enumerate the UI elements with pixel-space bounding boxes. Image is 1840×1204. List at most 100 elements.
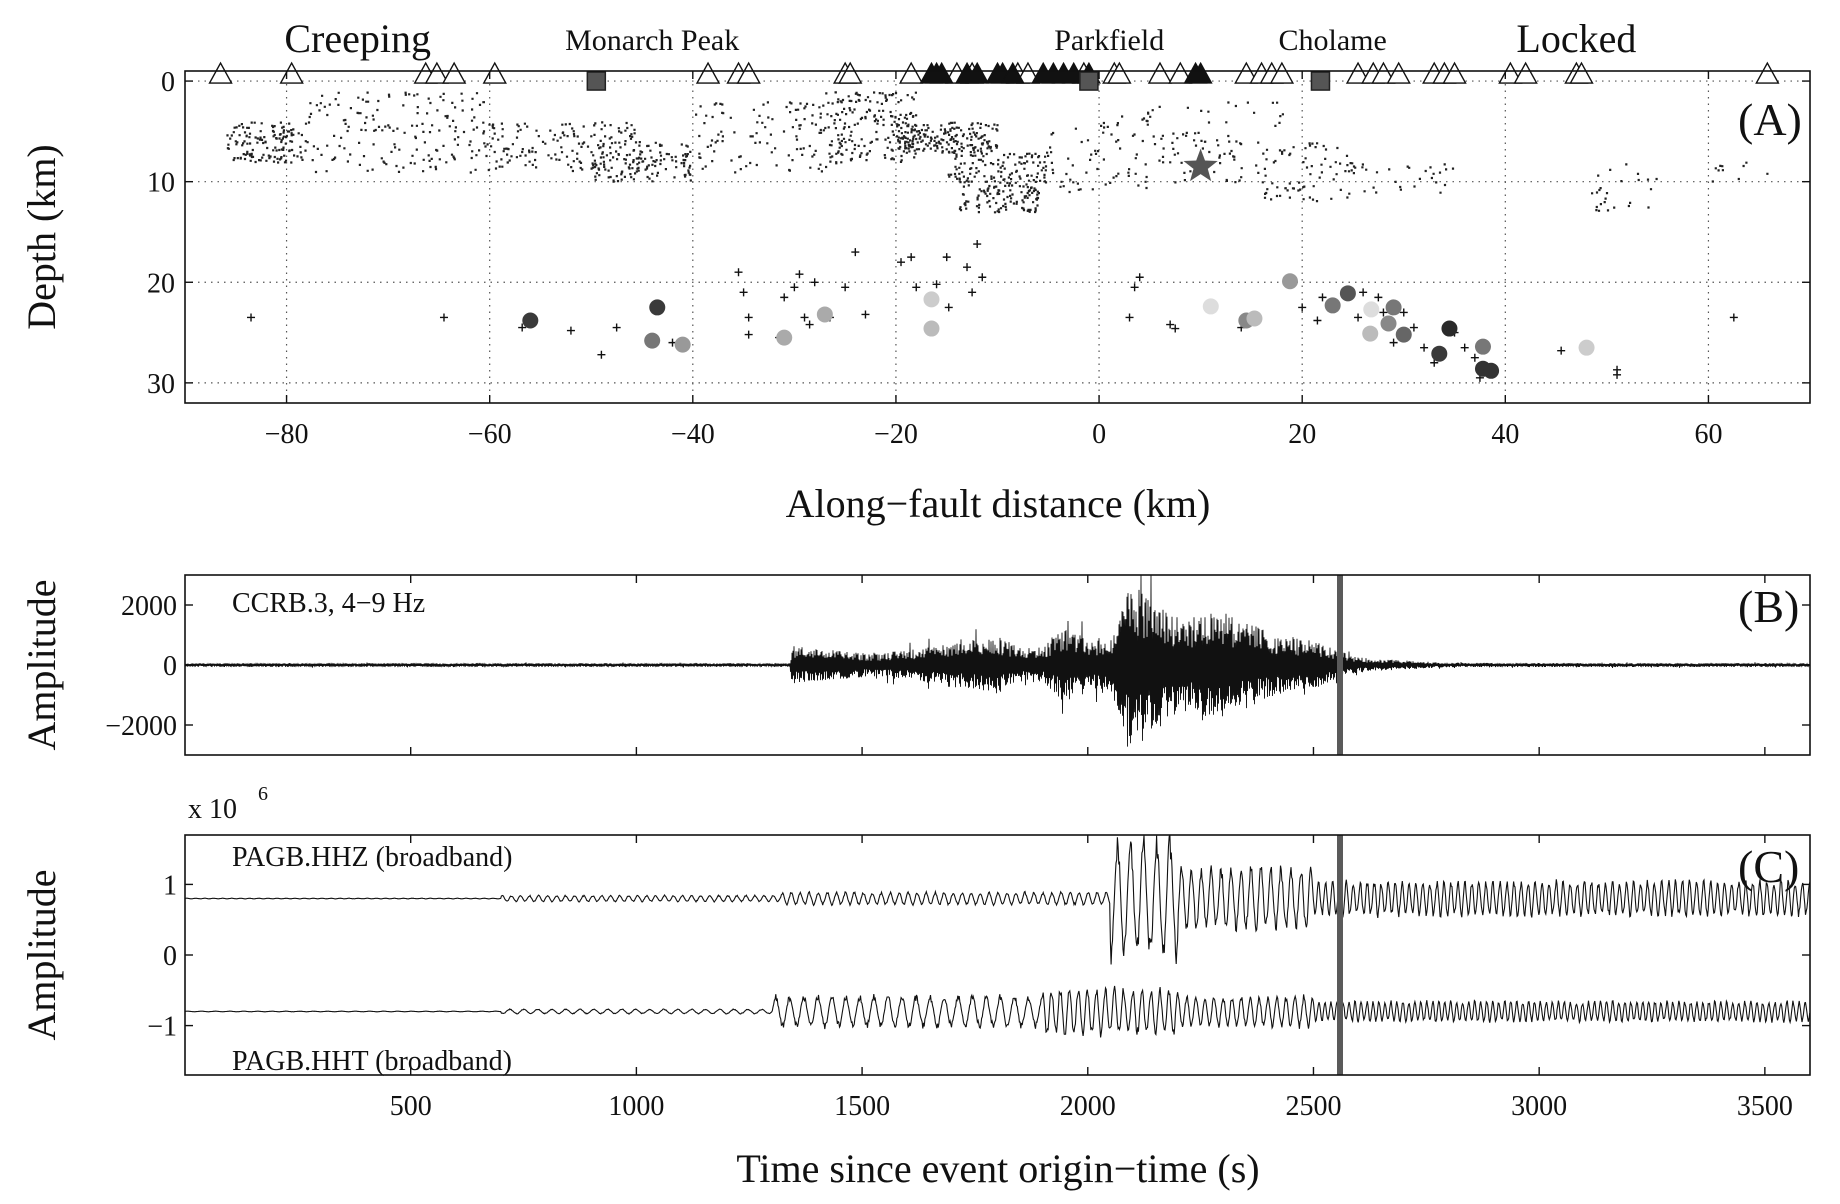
station-open-triangle — [1569, 61, 1594, 84]
station-filled-triangle — [1188, 61, 1213, 84]
tremor-circle — [1324, 297, 1341, 314]
tremor-cross — [1374, 293, 1383, 302]
tremor-cross — [734, 268, 743, 277]
station-open-triangle — [1015, 61, 1041, 84]
station-open-triangle — [1755, 61, 1780, 84]
region-label-locked: Locked — [1516, 16, 1636, 61]
panel-c-x-tick-label: 1000 — [608, 1091, 664, 1122]
panel-a-x-tick-label: −80 — [265, 419, 309, 450]
panel-c-y-axis-label: Amplitude — [19, 869, 64, 1040]
panel-b: −2000 0 2000 CCRB.3, 4−9 Hz (B) Amplitude — [19, 574, 1811, 756]
region-label-cholame: Cholame — [1279, 24, 1387, 57]
station-open-triangle — [1345, 61, 1371, 84]
station-open-triangle — [1234, 61, 1259, 84]
tremor-cross — [851, 248, 860, 257]
panel-b-y-tick-label: 2000 — [121, 591, 177, 622]
station-filled-triangle — [965, 61, 990, 84]
tremor-cross — [1409, 323, 1418, 332]
tremor-cross — [1135, 273, 1144, 282]
tremor-cross — [942, 253, 951, 262]
panel-c-x-tick-label: 3000 — [1511, 1091, 1567, 1122]
region-label-parkfield: Parkfield — [1054, 24, 1164, 57]
panel-a-frame — [184, 70, 1811, 404]
tremor-cross — [439, 313, 448, 322]
tremor-cross — [1359, 288, 1368, 297]
panel-a-y-tick-label: 0 — [161, 67, 175, 98]
station-open-triangle — [695, 61, 721, 84]
tremor-cross — [973, 240, 982, 249]
tremor-cross — [1379, 308, 1388, 317]
tremor-cross — [744, 313, 753, 322]
tremor-cross — [944, 303, 953, 312]
panel-a-y-tick-label: 20 — [147, 268, 175, 299]
tremor-cross — [739, 288, 748, 297]
tremor-cross — [1171, 324, 1180, 333]
tremor-cross — [912, 283, 921, 292]
region-label-creeping: Creeping — [284, 16, 431, 61]
tremor-cross — [780, 293, 789, 302]
panel-c-x-tick-label: 2000 — [1060, 1091, 1116, 1122]
station-open-triangle — [1168, 61, 1193, 84]
station-open-triangle — [441, 61, 467, 84]
tremor-cross — [810, 278, 819, 287]
station-open-triangle — [1147, 61, 1173, 84]
tremor-cross — [1130, 283, 1139, 292]
station-open-triangle — [1371, 61, 1396, 84]
station-open-triangle — [1107, 61, 1132, 84]
tremor-cross — [1389, 338, 1398, 347]
panel-c-y-tick-label: 0 — [163, 941, 177, 972]
panel-c-time-marker — [1337, 835, 1343, 1075]
station-filled-triangle — [1000, 61, 1025, 84]
tremor-cross — [247, 313, 256, 322]
tremor-circle — [649, 299, 666, 316]
seismicity-dot-set — [226, 91, 1769, 214]
tremor-cross — [795, 270, 804, 279]
tremor-circle — [923, 320, 940, 337]
tremor-cross — [1298, 303, 1307, 312]
tremor-circle — [1395, 326, 1412, 343]
panel-c-x-tick-label: 3500 — [1737, 1091, 1793, 1122]
panel-a-x-tick-label: −20 — [874, 419, 918, 450]
panel-c-scale-label: x 10 — [188, 794, 237, 825]
station-open-triangle — [898, 61, 924, 84]
panel-c-scale-exponent: 6 — [258, 783, 268, 805]
panel-a-x-tick-label: 20 — [1288, 419, 1316, 450]
tremor-circle — [1363, 301, 1380, 318]
tremor-circle — [816, 306, 833, 323]
tremor-cross — [978, 273, 987, 282]
tremor-circle — [923, 291, 940, 308]
tremor-cross — [1460, 343, 1469, 352]
tremor-circle — [1474, 338, 1491, 355]
panel-b-y-tick-label: −2000 — [105, 711, 177, 742]
tremor-cross — [1729, 313, 1738, 322]
pagb-hhz-trace — [184, 834, 1811, 965]
ccrb-waveform — [184, 574, 1810, 747]
tremor-cross — [1318, 293, 1327, 302]
tremor-cross — [841, 283, 850, 292]
tremor-circle — [1385, 299, 1402, 316]
station-square — [1079, 71, 1099, 91]
station-open-triangle — [736, 61, 761, 84]
station-filled-triangle — [929, 61, 954, 84]
tremor-circle — [1339, 285, 1356, 302]
tremor-cross — [800, 313, 809, 322]
region-label-monarch-peak: Monarch Peak — [565, 24, 739, 57]
station-open-triangle — [424, 61, 450, 84]
panel-a: −80 −60 −40 −20 0 20 40 60 0 10 20 30 Creeping Monar… — [19, 16, 1811, 526]
tremor-circle — [522, 312, 539, 329]
panel-a-x-axis-label: Along−fault distance (km) — [786, 481, 1211, 526]
panel-c-x-tick-label: 500 — [390, 1091, 432, 1122]
panel-c-series-2-label: PAGB.HHT (broadband) — [232, 1046, 512, 1077]
tremor-circle — [1431, 345, 1448, 362]
tremor-cross — [1166, 320, 1175, 329]
pagb-hht-trace — [184, 985, 1811, 1038]
panel-a-x-tick-label: 60 — [1694, 419, 1722, 450]
station-open-triangle — [1513, 61, 1538, 84]
station-open-triangle — [482, 61, 507, 84]
panel-c-y-tick-label: 1 — [163, 870, 177, 901]
tremor-circle — [1441, 320, 1458, 337]
tremor-cross — [1613, 370, 1622, 379]
tremor-circle — [1380, 315, 1397, 332]
tremor-circle — [674, 336, 691, 353]
tremor-circle — [1202, 298, 1219, 315]
